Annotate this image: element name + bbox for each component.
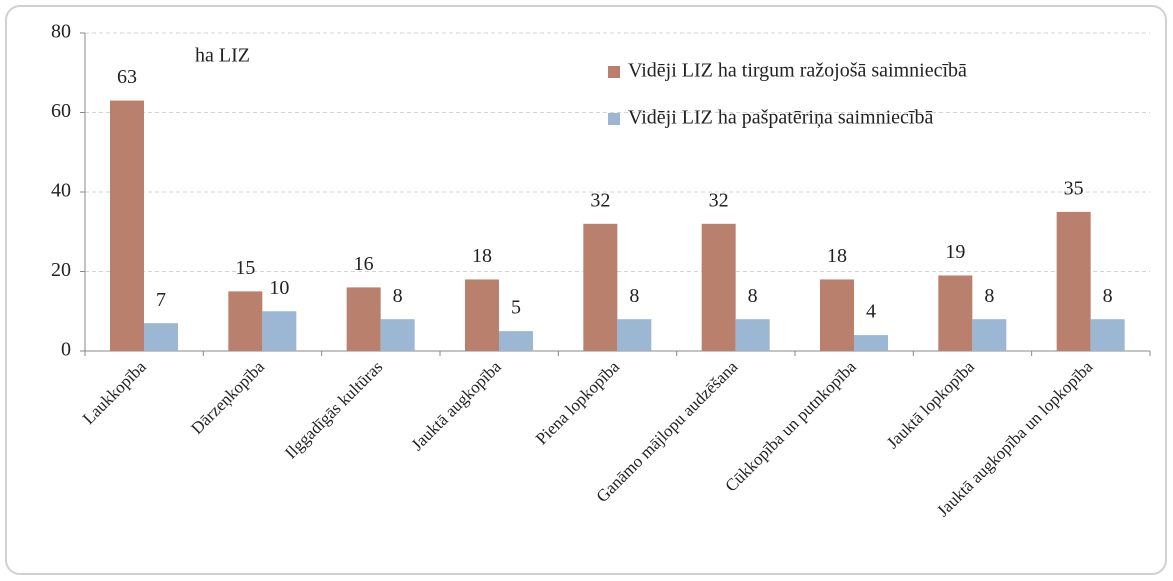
data-label: 5 [511, 297, 521, 319]
data-label: 18 [472, 245, 492, 267]
y-tick-label: 80 [51, 21, 71, 43]
data-label: 10 [269, 277, 289, 299]
y-tick-label: 0 [61, 339, 71, 361]
bar [144, 323, 178, 351]
legend-swatch [608, 113, 620, 125]
data-label: 8 [748, 285, 758, 307]
bar [262, 311, 297, 351]
bar [1056, 211, 1091, 351]
annotation: ha LIZ [195, 45, 250, 67]
y-tick-label: 60 [51, 100, 71, 122]
bar [938, 275, 973, 351]
legend-swatch [608, 66, 620, 78]
bar [110, 100, 144, 351]
bar [380, 319, 415, 351]
data-label: 32 [709, 189, 729, 211]
data-label: 8 [1103, 285, 1113, 307]
data-label: 32 [590, 189, 610, 211]
bar [735, 319, 770, 351]
y-tick-label: 20 [51, 259, 71, 281]
data-label: 8 [629, 285, 639, 307]
data-label: 16 [354, 253, 374, 275]
data-label: 18 [827, 245, 847, 267]
y-tick-label: 40 [51, 180, 71, 202]
bar [972, 319, 1007, 351]
data-label: 35 [1064, 177, 1084, 199]
legend-label: Vidēji LIZ ha tirgum ražojošā saimniecīb… [628, 60, 967, 82]
data-label: 7 [156, 289, 166, 311]
bar [617, 319, 652, 351]
bar [854, 335, 888, 351]
data-label: 8 [984, 285, 994, 307]
bar [1090, 319, 1125, 351]
bar [346, 287, 381, 351]
bar [701, 223, 736, 351]
data-label: 8 [393, 285, 403, 307]
bar [820, 279, 854, 351]
data-label: 19 [945, 241, 965, 263]
bar [465, 279, 499, 351]
bar [583, 223, 618, 351]
bar [228, 291, 263, 351]
legend-label: Vidēji LIZ ha pašpatēriņa saimniecībā [628, 107, 933, 129]
data-label: 63 [117, 66, 137, 88]
data-label: 15 [235, 257, 255, 279]
data-label: 4 [866, 301, 876, 323]
bar [499, 331, 533, 351]
